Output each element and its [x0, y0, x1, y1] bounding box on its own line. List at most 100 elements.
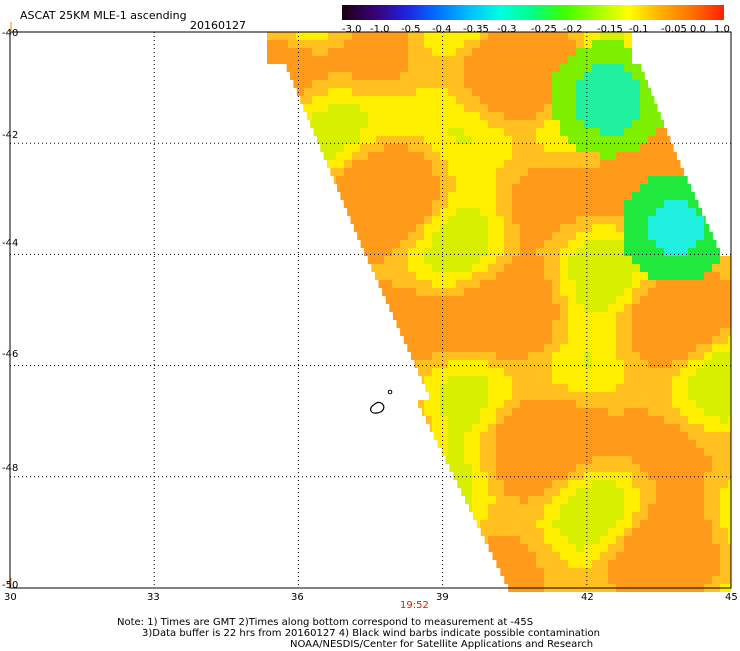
swath-cell	[672, 576, 680, 584]
swath-cell	[632, 392, 640, 400]
swath-cell	[648, 392, 656, 400]
swath-cell	[536, 408, 544, 416]
swath-cell	[472, 416, 480, 424]
swath-cell	[536, 368, 544, 376]
swath-cell	[536, 496, 544, 504]
swath-cell	[376, 240, 384, 248]
swath-cell	[608, 256, 616, 264]
swath-cell	[656, 208, 664, 216]
swath-cell	[368, 112, 376, 120]
swath-cell	[520, 464, 528, 472]
swath-cell	[720, 424, 728, 432]
swath-cell	[392, 240, 400, 248]
swath-cell	[464, 72, 472, 80]
swath-cell	[536, 48, 544, 56]
swath-cell	[392, 224, 400, 232]
swath-cell	[552, 576, 560, 584]
swath-cell	[712, 544, 720, 552]
swath-cell	[624, 416, 632, 424]
swath-cell	[432, 64, 440, 72]
swath-cell	[480, 488, 488, 496]
swath-cell	[656, 384, 664, 392]
swath-cell	[440, 88, 448, 96]
swath-cell	[528, 360, 536, 368]
swath-cell	[456, 368, 464, 376]
swath-cell	[504, 552, 512, 560]
swath-cell	[400, 120, 408, 128]
swath-cell	[680, 184, 688, 192]
swath-cell	[680, 400, 688, 408]
swath-cell	[624, 208, 632, 216]
swath-cell	[640, 576, 648, 584]
swath-cell	[576, 480, 584, 488]
swath-cell	[392, 232, 400, 240]
swath-cell	[544, 376, 552, 384]
swath-cell	[608, 224, 616, 232]
swath-cell	[544, 400, 552, 408]
swath-cell	[344, 72, 352, 80]
swath-cell	[480, 344, 488, 352]
swath-cell	[656, 352, 664, 360]
swath-cell	[672, 400, 680, 408]
swath-cell	[552, 376, 560, 384]
swath-cell	[648, 416, 656, 424]
swath-cell	[472, 152, 480, 160]
swath-cell	[376, 232, 384, 240]
swath-cell	[520, 512, 528, 520]
swath-cell	[488, 72, 496, 80]
swath-cell	[720, 512, 728, 520]
swath-cell	[696, 232, 704, 240]
swath-cell	[704, 328, 712, 336]
swath-cell	[696, 432, 704, 440]
swath-cell	[656, 456, 664, 464]
swath-cell	[624, 96, 632, 104]
swath-cell	[696, 424, 704, 432]
swath-cell	[704, 568, 712, 576]
swath-cell	[552, 168, 560, 176]
swath-cell	[496, 112, 504, 120]
swath-cell	[560, 448, 568, 456]
swath-cell	[576, 312, 584, 320]
swath-cell	[720, 496, 728, 504]
swath-cell	[568, 88, 576, 96]
swath-cell	[600, 464, 608, 472]
swath-cell	[424, 328, 432, 336]
swath-cell	[680, 448, 688, 456]
swath-cell	[672, 432, 680, 440]
swath-cell	[296, 40, 304, 48]
swath-cell	[576, 80, 584, 88]
swath-cell	[520, 496, 528, 504]
swath-cell	[456, 408, 464, 416]
swath-cell	[576, 104, 584, 112]
swath-cell	[512, 128, 520, 136]
swath-cell	[440, 416, 448, 424]
swath-cell	[552, 240, 560, 248]
swath-cell	[640, 240, 648, 248]
swath-cell	[496, 280, 504, 288]
swath-cell	[456, 272, 464, 280]
swath-cell	[520, 344, 528, 352]
swath-cell	[456, 152, 464, 160]
swath-cell	[616, 288, 624, 296]
swath-cell	[528, 424, 536, 432]
swath-cell	[448, 304, 456, 312]
swath-cell	[512, 80, 520, 88]
swath-cell	[504, 40, 512, 48]
swath-cell	[496, 456, 504, 464]
swath-cell	[616, 440, 624, 448]
swath-cell	[584, 520, 592, 528]
swath-cell	[600, 416, 608, 424]
swath-cell	[528, 112, 536, 120]
swath-cell	[568, 488, 576, 496]
swath-cell	[688, 496, 696, 504]
swath-cell	[696, 336, 704, 344]
swath-cell	[408, 168, 416, 176]
swath-cell	[464, 456, 472, 464]
swath-cell	[480, 512, 488, 520]
swath-cell	[320, 56, 328, 64]
swath-cell	[584, 232, 592, 240]
swath-cell	[608, 104, 616, 112]
swath-cell	[672, 560, 680, 568]
swath-cell	[592, 440, 600, 448]
swath-cell	[576, 520, 584, 528]
